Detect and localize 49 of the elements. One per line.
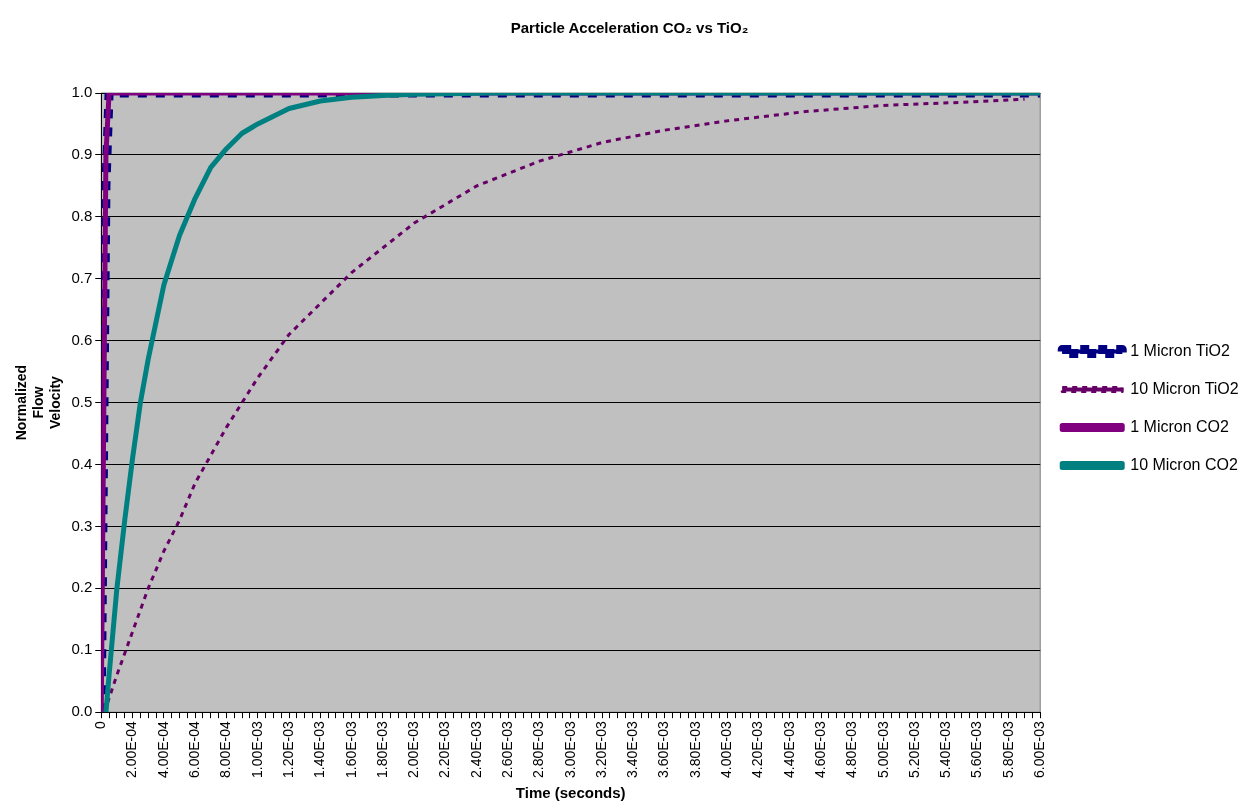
- y-tick-label: 0.1: [71, 640, 93, 658]
- legend-label: 10 Micron TiO2: [1130, 379, 1239, 397]
- x-tick-label: 4.00E-04: [154, 720, 171, 779]
- x-tick-label: 4.20E-03: [749, 720, 766, 779]
- legend-label: 10 Micron CO2: [1130, 455, 1238, 473]
- x-tick-label: 2.00E-04: [123, 720, 140, 779]
- legend-label: 1 Micron CO2: [1130, 417, 1230, 435]
- y-tick-label: 0.7: [71, 268, 93, 286]
- x-tick-label: 2.00E-03: [405, 720, 422, 779]
- chart-title: Particle Acceleration CO₂ vs TiO₂: [510, 19, 749, 37]
- x-tick-label: 5.20E-03: [905, 720, 922, 779]
- x-tick-label: 1.80E-03: [373, 720, 390, 779]
- x-tick-label: 5.40E-03: [937, 720, 954, 779]
- x-tick-label: 2.40E-03: [467, 720, 484, 779]
- x-tick-label: 3.00E-03: [561, 720, 578, 779]
- legend-label: 1 Micron TiO2: [1130, 341, 1230, 359]
- x-tick-label: 4.00E-03: [718, 720, 735, 779]
- y-tick-label: 0.5: [71, 392, 93, 410]
- x-tick-label: 4.40E-03: [780, 720, 797, 779]
- x-tick-label: 2.60E-03: [499, 720, 515, 779]
- y-tick-label: 0.8: [71, 206, 93, 224]
- x-tick-label: 5.80E-03: [999, 720, 1016, 779]
- x-tick-label: 6.00E-04: [186, 720, 203, 779]
- x-tick-label: 5.00E-03: [874, 720, 891, 779]
- y-tick-label: 0.4: [71, 454, 93, 472]
- x-tick-label: 2.80E-03: [530, 720, 547, 779]
- x-tick-label: 3.80E-03: [686, 720, 703, 779]
- x-tick-label: 8.00E-04: [217, 720, 234, 779]
- y-tick-label: 0.9: [71, 145, 93, 163]
- x-tick-label: 1.40E-03: [311, 720, 328, 779]
- x-tick-label: 5.60E-03: [968, 720, 985, 779]
- y-tick-label: 0.3: [71, 516, 93, 534]
- x-axis-title: Time (seconds): [515, 784, 626, 802]
- x-tick-label: 1.00E-03: [248, 720, 265, 779]
- x-tick-label: 3.20E-03: [592, 720, 609, 779]
- x-tick-label: 6.00E-03: [1031, 720, 1048, 779]
- x-tick-label: 1.60E-03: [342, 720, 359, 779]
- y-axis-title: Normalized Flow Velocity: [13, 364, 63, 441]
- y-tick-label: 0.6: [71, 330, 93, 348]
- x-tick-label: 4.80E-03: [843, 720, 860, 779]
- y-tick-label: 1.0: [71, 83, 93, 101]
- x-tick-label: 3.60E-03: [655, 720, 672, 779]
- x-tick-label: 3.40E-03: [624, 720, 641, 779]
- x-tick-label: 1.20E-03: [279, 720, 296, 779]
- y-tick-label: 0.0: [71, 702, 93, 720]
- x-tick-label: 4.60E-03: [811, 720, 828, 779]
- x-tick-label: 0: [92, 720, 109, 729]
- y-tick-label: 0.2: [71, 578, 93, 596]
- x-tick-label: 2.20E-03: [436, 720, 453, 779]
